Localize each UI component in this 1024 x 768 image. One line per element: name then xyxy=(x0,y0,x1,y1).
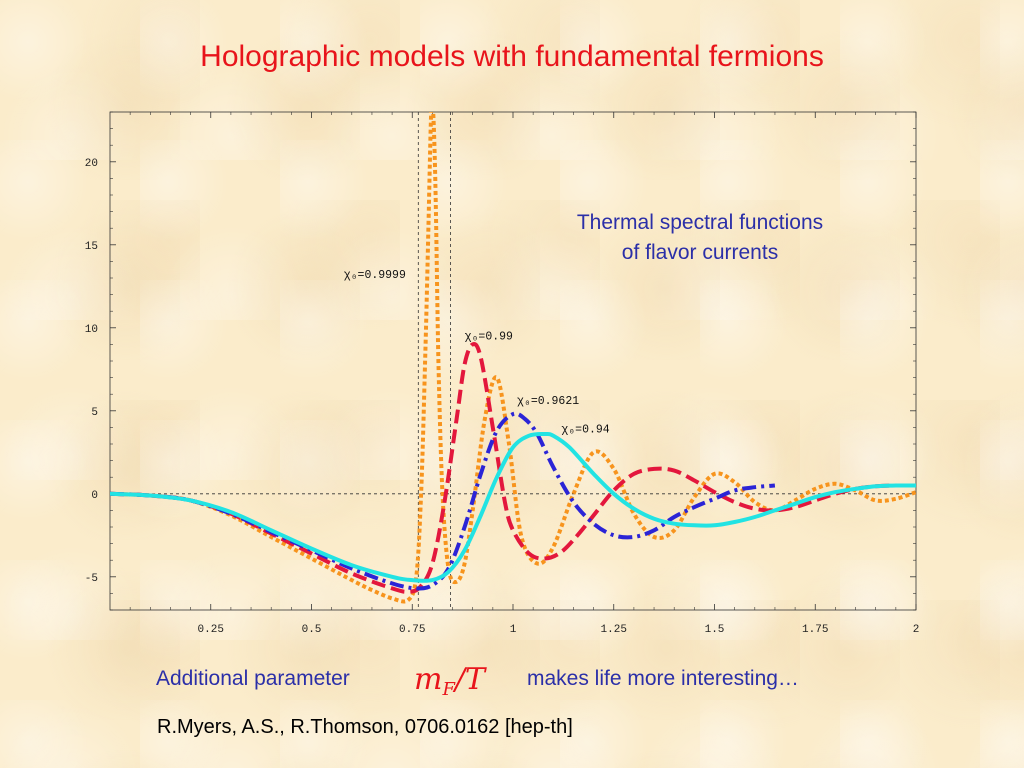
y-tick-label: 10 xyxy=(85,324,98,336)
annotation-line-2: of flavor currents xyxy=(621,241,779,264)
y-tick-label: 15 xyxy=(85,241,98,253)
formula-base: m xyxy=(414,662,443,697)
x-tick-label: 1 xyxy=(510,624,517,636)
mass-temperature-formula: mF/T xyxy=(414,662,485,700)
slide-title: Holographic models with fundamental ferm… xyxy=(200,40,824,73)
y-tick-label: -5 xyxy=(85,573,98,585)
plot-frame xyxy=(109,111,917,611)
y-tick-label: 0 xyxy=(91,490,98,502)
series-line-3 xyxy=(110,431,916,583)
x-tick-label: 1.75 xyxy=(802,624,828,636)
additional-parameter-text: Additional parameter xyxy=(156,667,350,690)
x-tick-label: 0.5 xyxy=(302,624,322,636)
x-tick-label: 1.5 xyxy=(705,624,725,636)
series-labels: χ₀=0.9999 χ₀=0.99 χ₀=0.9621 χ₀=0.94 xyxy=(344,269,610,436)
series-line-0 xyxy=(110,112,916,604)
reference-lines xyxy=(110,112,916,610)
x-tick-label: 0.25 xyxy=(198,624,224,636)
x-tick-label: 0.75 xyxy=(399,624,425,636)
y-tick-label: 5 xyxy=(91,407,98,419)
series-label-1: χ₀=0.99 xyxy=(465,330,513,343)
formula-subscript: F xyxy=(442,679,455,700)
series-line-1 xyxy=(110,342,916,594)
series-lines xyxy=(110,112,916,604)
x-axis: 0.25 0.5 0.75 1 1.25 1.5 1.75 2 xyxy=(129,112,920,636)
annotation-line-1: Thermal spectral functions xyxy=(576,211,824,234)
x-tick-label: 1.25 xyxy=(601,624,627,636)
series-label-2: χ₀=0.9621 xyxy=(517,395,579,408)
x-tick-label: 2 xyxy=(913,624,920,636)
series-label-3: χ₀=0.94 xyxy=(561,423,609,436)
chart-annotation: Thermal spectral functions of flavor cur… xyxy=(520,208,880,268)
y-tick-label: 20 xyxy=(85,158,98,170)
formula-rest: /T xyxy=(454,662,486,697)
series-label-0: χ₀=0.9999 xyxy=(344,269,406,282)
citation: R.Myers, A.S., R.Thomson, 0706.0162 [hep… xyxy=(157,716,573,738)
interesting-text: makes life more interesting… xyxy=(527,667,799,690)
y-axis: -5 0 5 10 15 20 xyxy=(85,111,916,611)
